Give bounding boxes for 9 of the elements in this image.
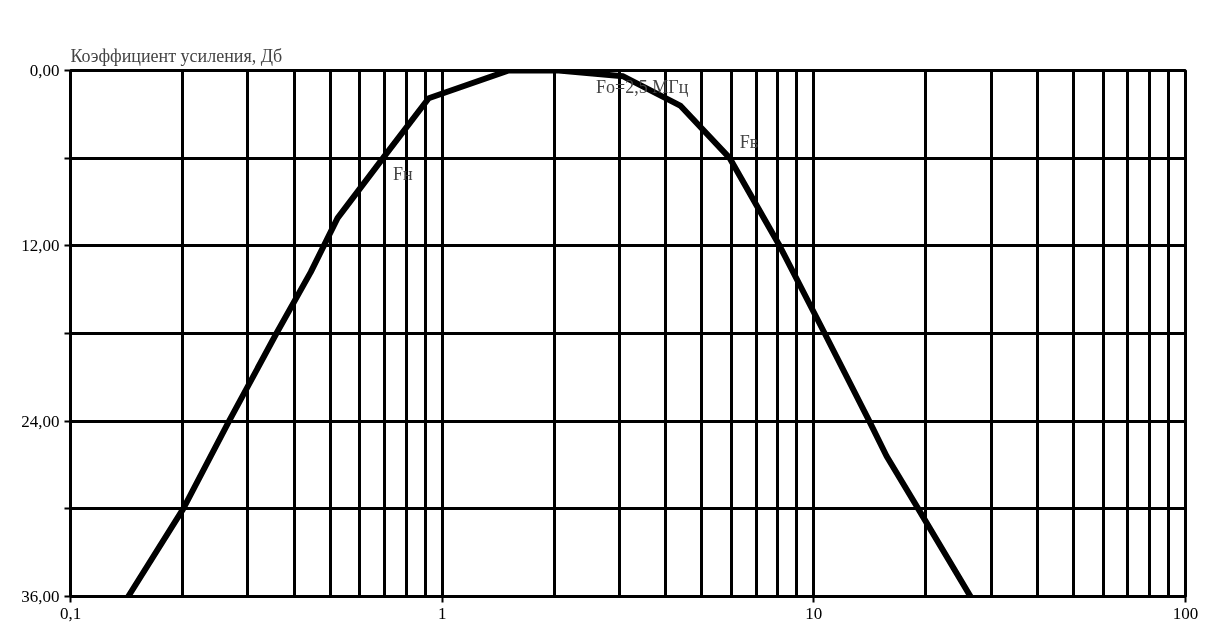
x-tick-label: 0,1: [59, 603, 82, 623]
y-tick-label: 12,00: [21, 236, 60, 256]
y-axis-title: Коэффициент усиления, Дб: [70, 45, 283, 66]
x-tick-label: 100: [1172, 603, 1199, 623]
y-tick-label: 36,00: [21, 587, 60, 606]
y-tick-label: 24,00: [21, 411, 60, 431]
x-tick-label: 10: [805, 603, 823, 623]
x-tick-label: 1: [437, 603, 447, 623]
y-tick-label: 0,00: [29, 61, 60, 80]
